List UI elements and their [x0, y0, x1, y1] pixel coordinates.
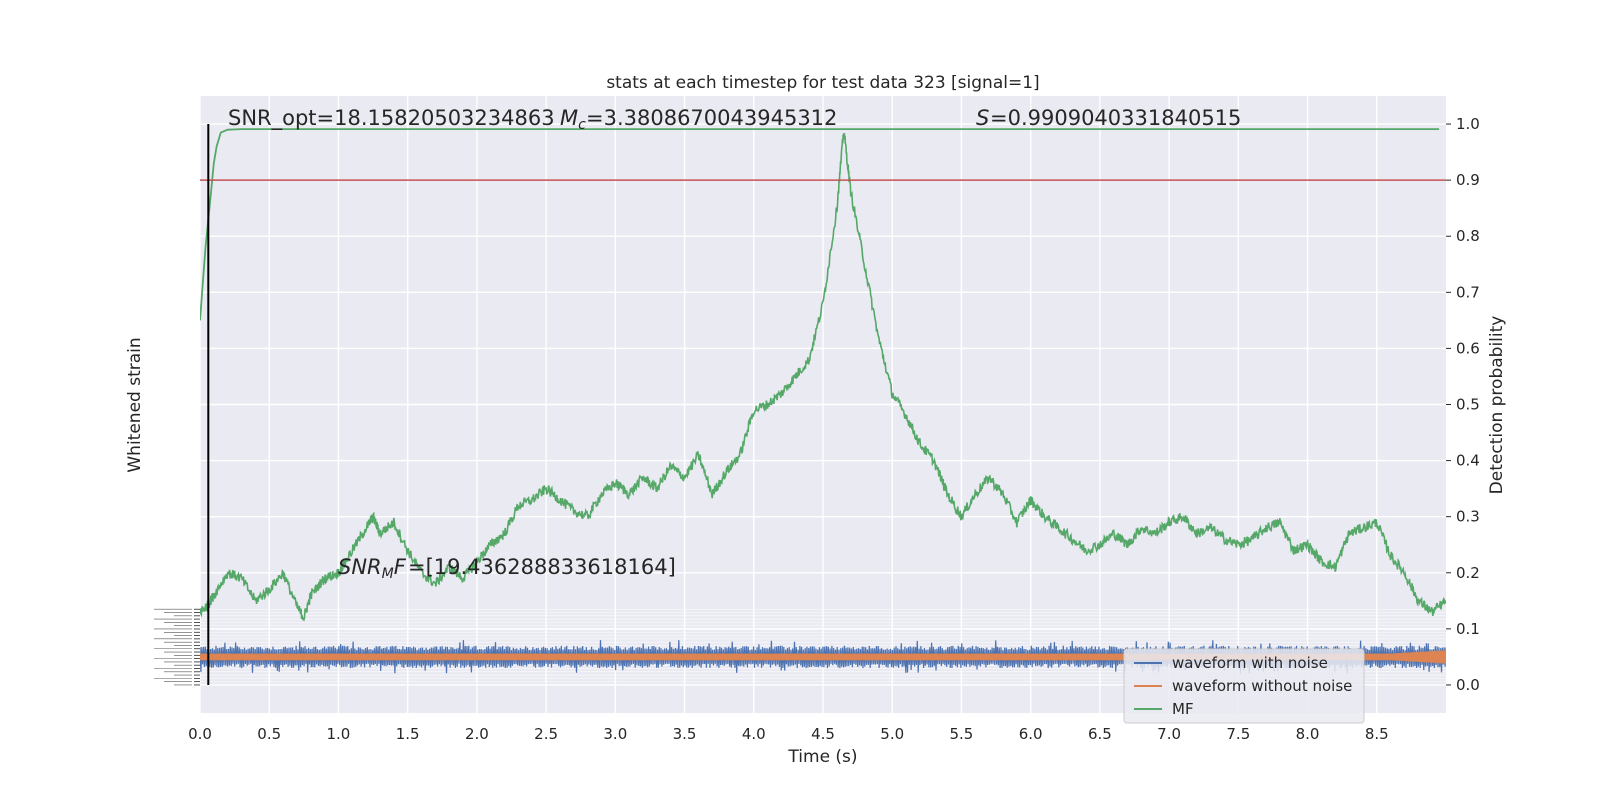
x-axis-ticks: 0.0 0.5 1.0 1.5 2.0 2.5 3.0 3.5 4.0 4.5 5.0 5.5 6.0 6… — [188, 725, 1389, 743]
y-tick-label-3: 0.3 — [1456, 508, 1480, 526]
x-tick-label-1: 0.5 — [257, 725, 281, 743]
x-tick-label-12: 6.0 — [1019, 725, 1043, 743]
x-tick-label-16: 8.0 — [1296, 725, 1320, 743]
y-tick-label-2: 0.2 — [1456, 564, 1480, 582]
left-axis-ticks — [154, 608, 200, 686]
legend-label-waveform-with-noise: waveform with noise — [1172, 654, 1328, 672]
snr-mf-value: =[19.436288833618164] — [408, 555, 676, 579]
y-tick-label-5: 0.5 — [1456, 396, 1480, 414]
grid-lines — [199, 96, 1446, 713]
y-tick-label-7: 0.7 — [1456, 283, 1480, 301]
x-tick-label-11: 5.5 — [950, 725, 974, 743]
chart-title: stats at each timestep for test data 323… — [606, 73, 1039, 93]
legend: waveform with noise waveform without noi… — [1123, 648, 1365, 724]
legend-box — [1123, 648, 1365, 724]
y-tick-label-4: 0.4 — [1456, 452, 1480, 470]
x-axis-label: Time (s) — [787, 747, 857, 767]
x-tick-label-13: 6.5 — [1088, 725, 1112, 743]
y-tick-label-0: 0.0 — [1456, 676, 1480, 694]
y-axis-label-left: Whitened strain — [125, 337, 145, 472]
x-tick-label-3: 1.5 — [396, 725, 420, 743]
x-tick-label-0: 0.0 — [188, 725, 212, 743]
s-value: =0.9909040331840515 — [990, 106, 1241, 130]
legend-label-mf: MF — [1172, 700, 1194, 718]
mc-value: =3.3808670043945312 — [586, 106, 837, 130]
x-tick-label-17: 8.5 — [1365, 725, 1389, 743]
overlays — [200, 124, 1446, 685]
x-tick-label-2: 1.0 — [327, 725, 351, 743]
s-annotation: S =0.9909040331840515 — [976, 106, 1241, 130]
mc-annotation: Mc =3.3808670043945312 — [560, 106, 837, 133]
x-tick-label-10: 5.0 — [880, 725, 904, 743]
mf-line — [200, 132, 1446, 622]
snr-mf-symbol: SNRMF — [338, 555, 407, 582]
mf-layer — [200, 128, 1446, 622]
detection-probability-line — [200, 128, 1440, 321]
y-tick-label-9: 0.9 — [1456, 171, 1480, 189]
x-tick-label-5: 2.5 — [534, 725, 558, 743]
x-tick-label-6: 3.0 — [603, 725, 627, 743]
y-tick-label-10: 1.0 — [1456, 115, 1480, 133]
y-tick-label-6: 0.6 — [1456, 339, 1480, 357]
x-tick-label-8: 4.0 — [742, 725, 766, 743]
right-axis-ticks: 0.0 0.1 0.2 0.3 0.4 0.5 0.6 0.7 0.8 0.9 1.0 — [1446, 115, 1480, 694]
x-tick-label-15: 7.5 — [1226, 725, 1250, 743]
x-tick-label-7: 3.5 — [673, 725, 697, 743]
snr-opt-annotation: SNR_opt=18.15820503234863 — [228, 106, 555, 131]
y-axis-label-right: Detection probability — [1487, 316, 1507, 495]
y-tick-label-1: 0.1 — [1456, 620, 1480, 638]
snr-mf-annotation: SNRMF =[19.436288833618164] — [338, 555, 676, 582]
y-tick-label-8: 0.8 — [1456, 227, 1480, 245]
x-tick-label-9: 4.5 — [811, 725, 835, 743]
s-symbol: S — [976, 106, 989, 130]
x-tick-label-4: 2.0 — [465, 725, 489, 743]
legend-label-waveform-without-noise: waveform without noise — [1172, 677, 1352, 695]
x-tick-label-14: 7.0 — [1157, 725, 1181, 743]
